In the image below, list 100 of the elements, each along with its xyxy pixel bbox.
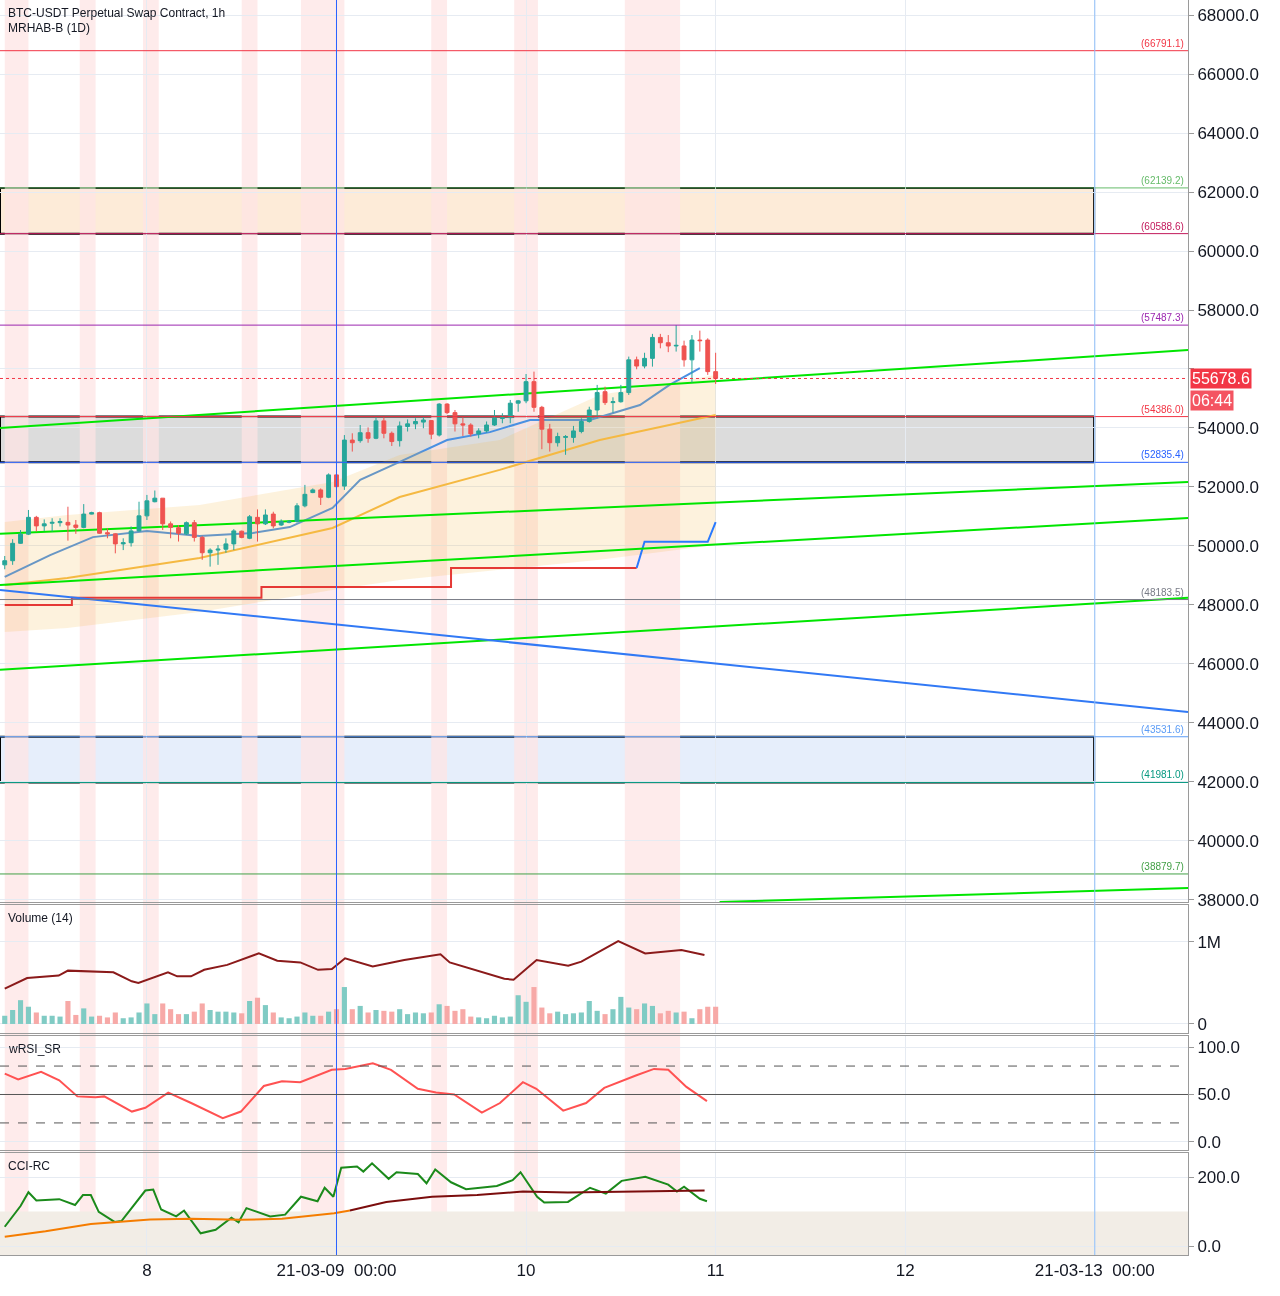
ref-line-label: (54386.0): [1141, 404, 1184, 415]
candlestick: [420, 416, 426, 429]
bar: [199, 1003, 205, 1024]
candlestick: [310, 487, 316, 494]
bar: [57, 1016, 63, 1024]
y-tick-label: 62000.0: [1197, 182, 1259, 202]
text: MRHAB-B (1D): [8, 21, 91, 35]
bar: [175, 1014, 182, 1024]
y-tick-label: 44000.0: [1197, 713, 1259, 733]
candlestick: [602, 386, 608, 406]
x-tick-label: 10: [516, 1261, 536, 1281]
bar: [294, 1016, 300, 1024]
bar: [144, 1003, 150, 1024]
candlestick: [89, 511, 95, 515]
bar: [420, 1013, 426, 1024]
candlestick: [436, 402, 442, 438]
candlestick: [73, 519, 79, 535]
candlestick: [697, 330, 703, 353]
bar: [476, 1017, 482, 1024]
candlestick: [381, 416, 387, 439]
candlestick: [531, 371, 537, 413]
candlestick: [349, 432, 355, 453]
y-tick-label: 42000.0: [1197, 772, 1259, 792]
candlestick: [231, 528, 237, 551]
candlestick: [713, 352, 719, 385]
candlestick: [594, 384, 600, 419]
bar: [468, 1016, 474, 1024]
bar: [191, 1011, 197, 1024]
bar: [697, 1009, 703, 1024]
bar: [681, 1011, 687, 1024]
ref-line-label: (66791.1): [1141, 38, 1184, 49]
y-tick-label: 0.0: [1197, 1132, 1222, 1152]
ref-line-label: (48183.5): [1141, 587, 1184, 598]
candlestick: [365, 426, 371, 444]
candlestick: [555, 432, 561, 448]
candlestick: [318, 487, 324, 506]
bar: [547, 1013, 553, 1024]
candlestick: [81, 503, 87, 529]
x-tick-label: 21-03-09 00:00: [276, 1261, 397, 1281]
candlestick: [41, 518, 47, 532]
y-tick-label: 1M: [1197, 932, 1222, 952]
bar: [397, 1009, 403, 1024]
bar: [73, 1014, 79, 1024]
bar: [610, 1009, 616, 1024]
bar: [436, 1004, 442, 1024]
y-tick-label: 50000.0: [1197, 536, 1259, 556]
bar: [357, 1005, 363, 1024]
candlestick: [2, 555, 8, 570]
bar: [428, 1012, 434, 1024]
bar: [507, 1016, 513, 1024]
candlestick: [673, 324, 679, 353]
y-tick-label: 200.0: [1197, 1168, 1240, 1188]
candlestick: [247, 514, 253, 540]
bar: [555, 1011, 561, 1024]
x-tick-label: 8: [142, 1261, 152, 1281]
bar: [33, 1012, 39, 1024]
bar: [136, 1012, 142, 1024]
y-tick-label: 52000.0: [1197, 477, 1259, 497]
ref-line-label: (38879.7): [1141, 861, 1184, 872]
candlestick: [341, 434, 347, 491]
bar: [665, 1010, 671, 1024]
ref-line-label: (62139.2): [1141, 175, 1184, 186]
candlestick: [65, 506, 71, 542]
candlestick: [136, 501, 142, 533]
candlestick: [397, 420, 403, 448]
bar: [649, 1005, 656, 1024]
ref-line-label: (57487.3): [1141, 312, 1184, 323]
y-tick-label: 64000.0: [1197, 123, 1259, 143]
y-tick-label: 66000.0: [1197, 64, 1259, 84]
bar: [223, 1011, 229, 1024]
candlestick: [144, 494, 150, 521]
y-tick-label: 0.0: [1197, 1236, 1222, 1256]
bar: [262, 1005, 268, 1024]
bar: [120, 1018, 126, 1024]
ref-line-label: 55678.6: [1192, 370, 1250, 387]
candlestick: [286, 519, 292, 524]
candlestick: [665, 334, 671, 353]
candlestick: [357, 424, 363, 444]
bar: [112, 1012, 118, 1024]
bar: [341, 987, 347, 1024]
candlestick: [97, 511, 102, 535]
bar: [586, 1000, 592, 1024]
candlestick: [120, 537, 126, 551]
candlestick: [207, 547, 213, 568]
bar: [286, 1018, 292, 1024]
candlestick: [183, 520, 189, 536]
text: BTC-USDT Perpetual Swap Contract, 1h: [8, 6, 226, 20]
bar: [2, 1015, 8, 1024]
candlestick: [176, 524, 181, 543]
candlestick: [270, 511, 276, 529]
bar: [452, 1010, 458, 1024]
candlestick: [452, 409, 458, 433]
bar: [713, 1006, 719, 1024]
x-tick-label: 11: [706, 1261, 725, 1281]
candlestick: [657, 333, 663, 349]
candlestick: [444, 402, 450, 415]
text: 06:44: [1192, 392, 1233, 409]
candlestick: [223, 537, 229, 554]
y-tick-label: 60000.0: [1197, 241, 1259, 261]
y-tick-label: 58000.0: [1197, 300, 1259, 320]
